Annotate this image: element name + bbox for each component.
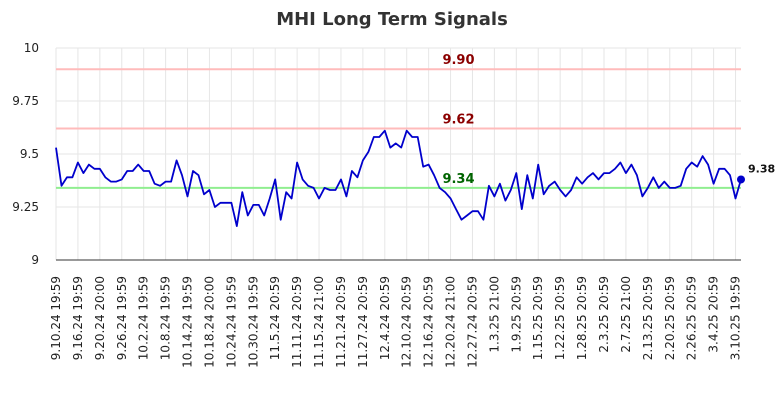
- y-tick-label: 9.25: [12, 200, 39, 214]
- x-tick-label: 9.16.24 19:59: [71, 276, 85, 360]
- x-tick-label: 11.27.24 20:59: [356, 276, 370, 368]
- x-tick-label: 12.27.24 20:59: [465, 276, 479, 368]
- last-value-marker: [737, 175, 745, 184]
- y-tick-label: 10: [24, 41, 39, 55]
- x-tick-label: 10.14.24 19:59: [181, 276, 195, 368]
- x-tick-label: 11.15.24 21:00: [312, 276, 326, 368]
- y-tick-label: 9: [31, 253, 39, 267]
- reference-lines: [56, 68, 741, 189]
- x-tick-label: 11.5.24 20:59: [268, 276, 282, 360]
- x-tick-label: 1.22.25 20:59: [553, 276, 567, 360]
- x-tick-label: 2.3.25 20:59: [597, 276, 611, 353]
- x-tick-label: 9.26.24 19:59: [115, 276, 129, 360]
- x-tick-label: 1.9.25 20:59: [509, 276, 523, 353]
- x-tick-label: 2.7.25 21:00: [619, 276, 633, 353]
- x-tick-label: 9.10.24 19:59: [49, 276, 63, 360]
- series-layer: [55, 129, 745, 227]
- x-tick-label: 10.8.24 19:59: [159, 276, 173, 360]
- x-tick-label: 11.11.24 20:59: [290, 276, 304, 368]
- y-tick-label: 9.75: [12, 94, 39, 108]
- x-tick-label: 2.13.25 20:59: [641, 276, 655, 360]
- x-tick-label: 10.18.24 20:00: [202, 276, 216, 368]
- x-tick-label: 9.20.24 20:00: [93, 276, 107, 360]
- x-tick-label: 1.3.25 21:00: [487, 276, 501, 353]
- chart-title: MHI Long Term Signals: [276, 9, 508, 30]
- x-tick-label: 3.4.25 20:59: [707, 276, 721, 353]
- x-tick-label: 12.16.24 20:59: [422, 276, 436, 368]
- axes: 9 9.25 9.5 9.75 10 9.10.24 19:59 9.16.24 19:59…: [12, 41, 742, 368]
- reference-line-label: 9.34: [442, 172, 474, 187]
- x-tick-label: 10.30.24 19:59: [246, 276, 260, 368]
- reference-line-label: 9.90: [442, 53, 474, 68]
- x-tick-label: 12.4.24 20:59: [378, 276, 392, 360]
- x-tick-label: 2.26.25 20:59: [685, 276, 699, 360]
- last-value-label: 9.38: [748, 162, 775, 175]
- x-tick-label: 2.20.25 20:59: [663, 276, 677, 360]
- price-series-line: [55, 129, 742, 227]
- x-tick-label: 11.21.24 20:59: [334, 276, 348, 368]
- x-tick-label: 3.10.25 19:59: [729, 276, 743, 360]
- x-tick-label: 10.2.24 19:59: [137, 276, 151, 360]
- labels-layer: 9.90 9.62 9.34 9.38: [442, 53, 775, 187]
- grid-lines: [55, 47, 741, 261]
- x-tick-label: 10.24.24 19:59: [224, 276, 238, 368]
- x-tick-label: 1.15.25 20:59: [531, 276, 545, 360]
- x-tick-label: 12.10.24 20:59: [400, 276, 414, 368]
- x-tick-label: 1.28.25 20:59: [575, 276, 589, 360]
- reference-line-label: 9.62: [442, 113, 474, 128]
- x-tick-label: 12.20.24 21:00: [444, 276, 458, 368]
- y-tick-label: 9.5: [20, 147, 39, 161]
